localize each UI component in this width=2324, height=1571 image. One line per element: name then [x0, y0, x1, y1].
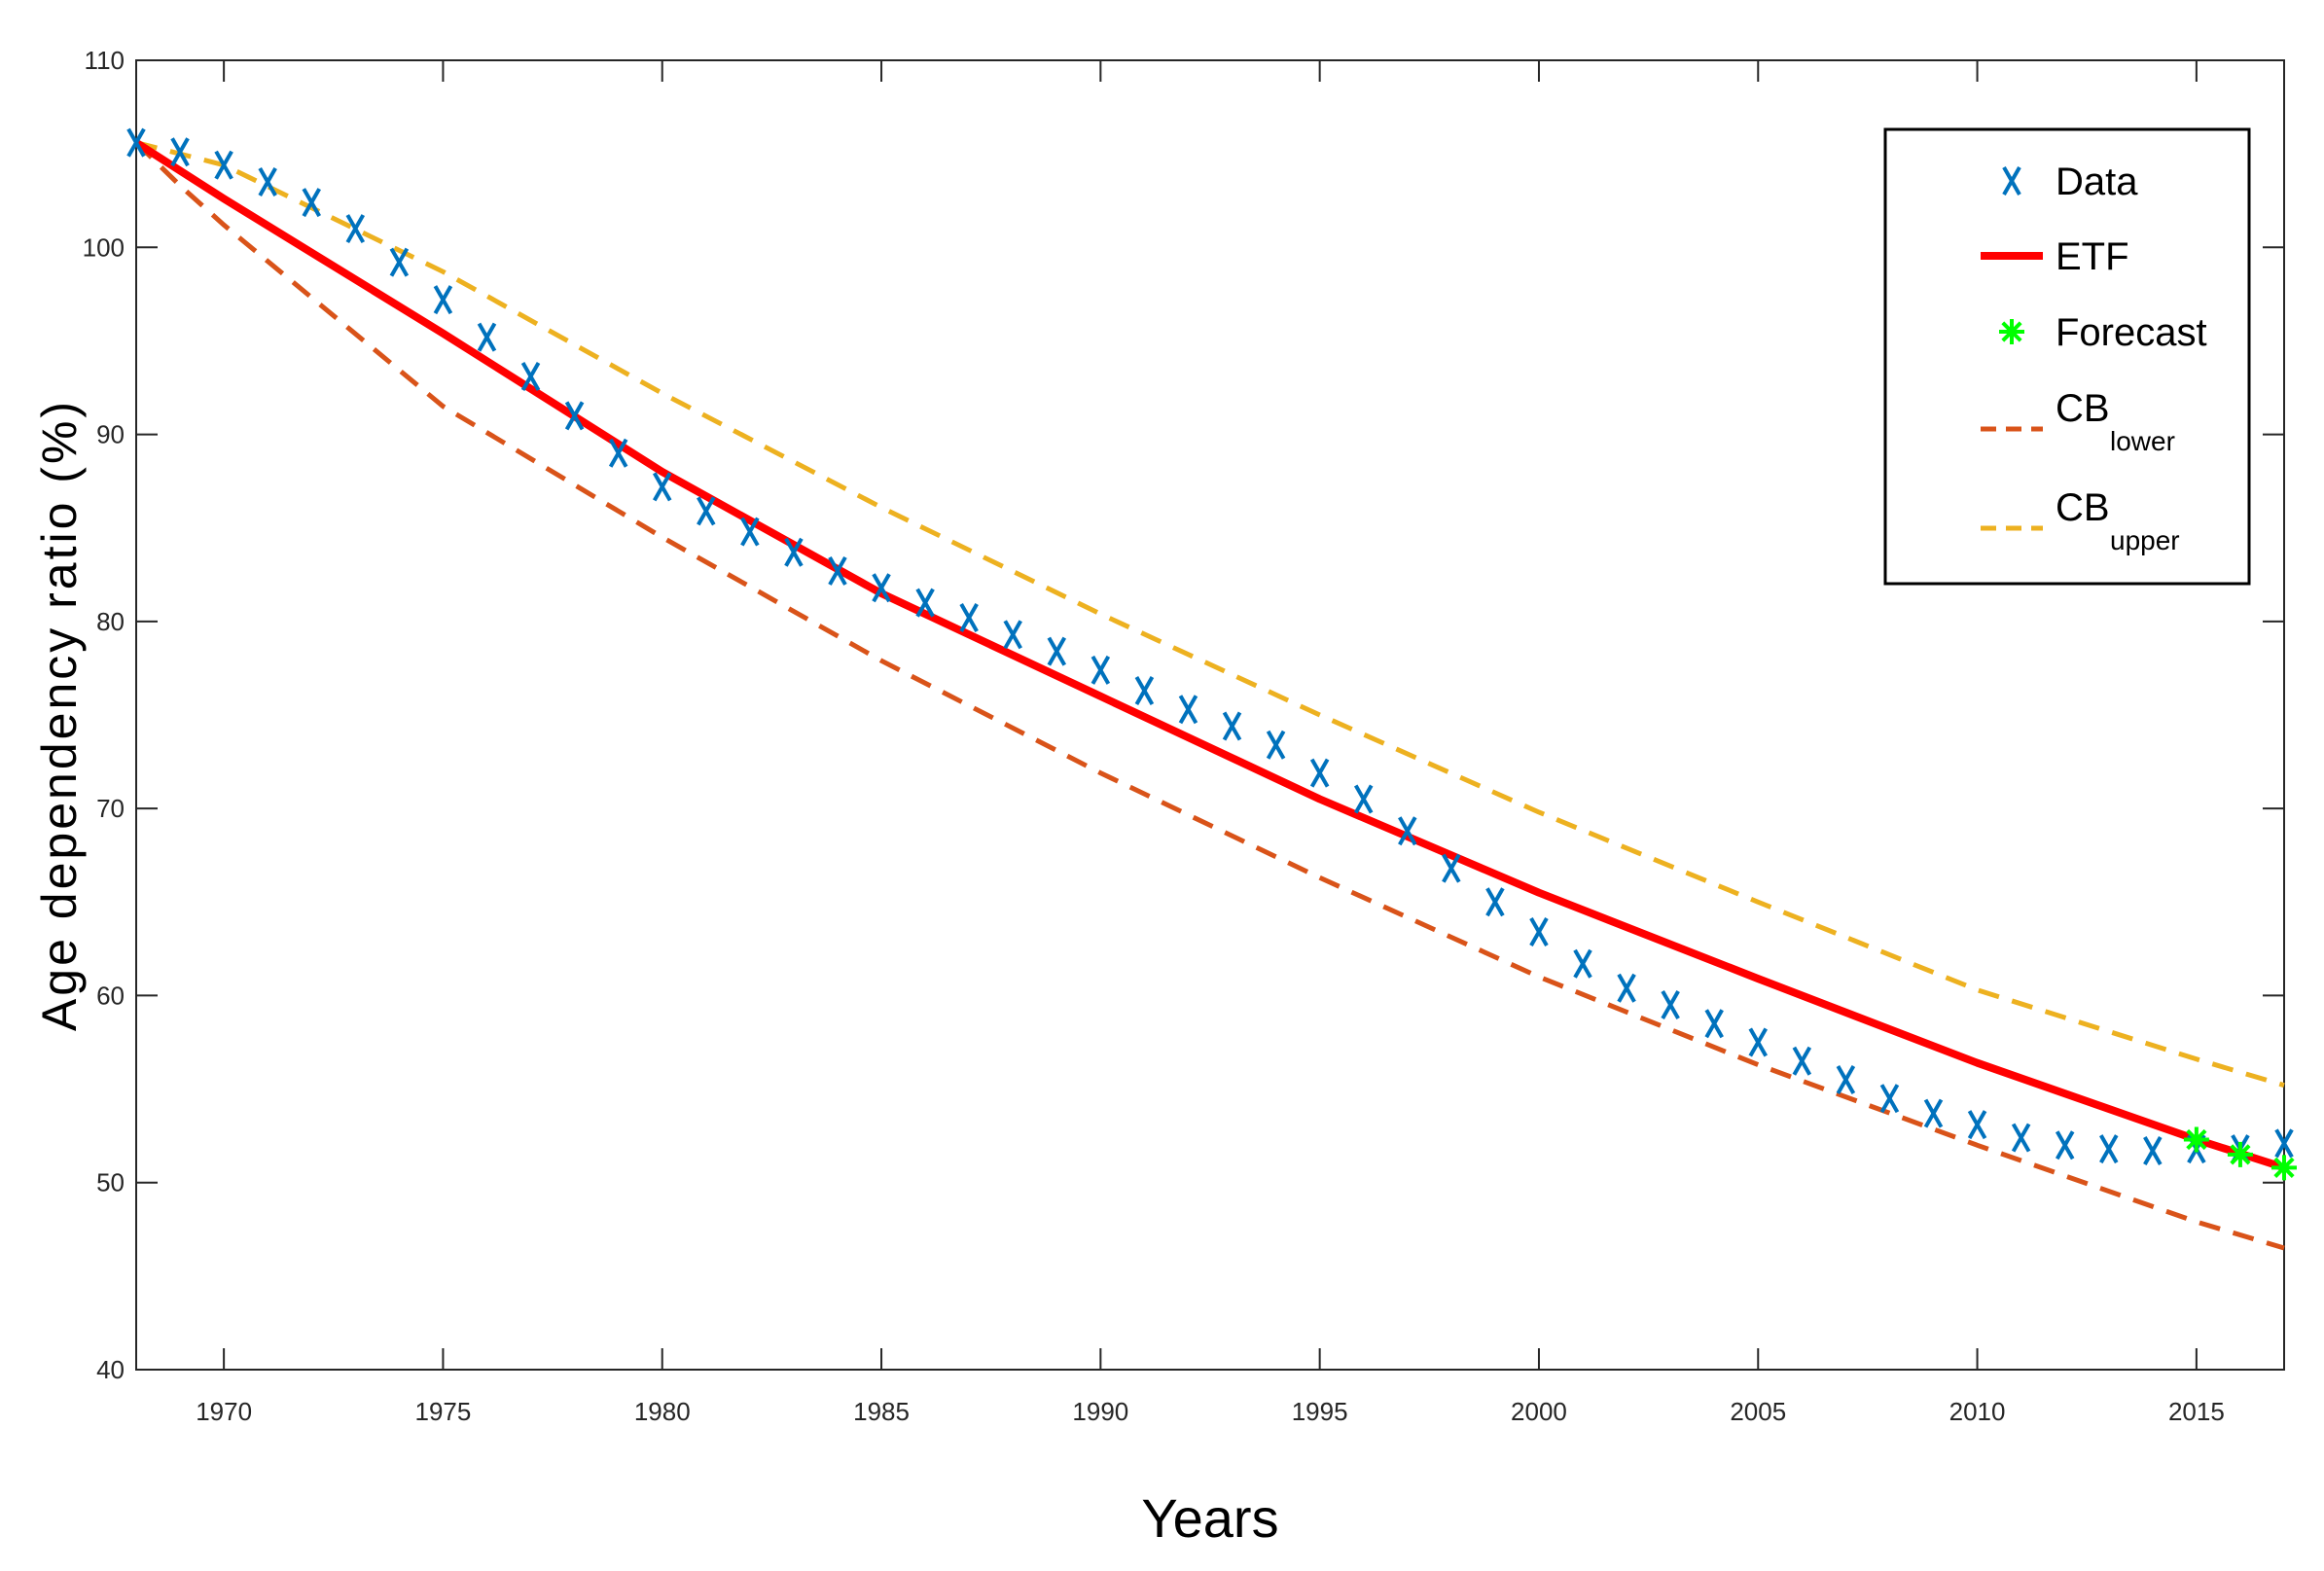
legend-cb-lower-subscript: lower — [2110, 426, 2175, 456]
y-tick-label: 50 — [96, 1168, 125, 1197]
legend-forecast-marker — [1999, 319, 2024, 344]
data-point — [1178, 695, 1198, 725]
x-tick-label: 2000 — [1511, 1397, 1567, 1426]
x-tick-label: 1975 — [415, 1397, 472, 1426]
data-point — [1704, 1009, 1724, 1039]
y-tick-label: 110 — [85, 46, 125, 75]
legend-box — [1883, 127, 2251, 586]
data-point — [1923, 1098, 1944, 1128]
data-point — [433, 285, 453, 315]
y-tick-label: 100 — [83, 232, 125, 262]
data-point — [1003, 620, 1022, 650]
x-tick-label: 2015 — [2168, 1397, 2225, 1426]
x-tick-label: 2005 — [1730, 1397, 1786, 1426]
data-point — [214, 150, 233, 180]
data-point — [608, 438, 628, 468]
data-point — [1222, 711, 1242, 741]
data-point — [258, 166, 277, 196]
data-point — [1398, 816, 1417, 846]
data-point — [1661, 990, 1680, 1020]
data-point — [652, 472, 672, 502]
data-point — [1967, 1110, 1987, 1140]
axis-ticks: 1970 1975 1980 1985 1990 1995 2000 2005 2010 2015… — [83, 46, 2284, 1426]
legend-cb-upper-subscript: upper — [2110, 525, 2180, 555]
y-tick-label: 40 — [96, 1355, 125, 1384]
legend-cb-lower-label: CB — [2056, 387, 2110, 430]
data-point — [1266, 730, 1286, 760]
data-point — [1485, 887, 1505, 917]
data-point — [1090, 655, 1111, 685]
legend-forecast-label: Forecast — [2056, 311, 2207, 354]
data-point — [345, 214, 366, 244]
y-tick-label: 80 — [96, 607, 125, 636]
legend-data-label: Data — [2056, 161, 2138, 203]
data-point — [740, 517, 760, 547]
legend-data-marker — [2002, 166, 2021, 196]
x-axis-title: Years — [1141, 1487, 1278, 1549]
data-point — [959, 603, 979, 633]
data-point — [2099, 1134, 2119, 1164]
y-tick-label: 70 — [96, 794, 125, 823]
data-point — [520, 361, 541, 391]
data-point — [389, 247, 410, 277]
data-point — [1442, 853, 1461, 883]
x-tick-label: 1985 — [853, 1397, 910, 1426]
forecast-point — [2227, 1141, 2253, 1167]
legend-cb-upper-label: CB — [2056, 486, 2110, 529]
y-axis-title: Age dependency ratio (%) — [32, 399, 87, 1031]
data-point — [1792, 1046, 1812, 1076]
data-point — [2055, 1130, 2075, 1160]
etf-line — [133, 139, 2286, 1172]
data-point — [1047, 636, 1067, 666]
data-point — [1879, 1084, 1900, 1114]
data-point — [1309, 758, 1330, 788]
x-tick-label: 2010 — [1949, 1397, 2006, 1426]
data-point — [477, 322, 497, 352]
data-point — [1617, 973, 1636, 1003]
data-point — [564, 401, 585, 431]
data-point — [915, 588, 935, 618]
y-tick-label: 90 — [96, 420, 125, 449]
data-point — [302, 188, 321, 218]
data-point — [126, 127, 146, 158]
data-point — [170, 137, 190, 167]
x-tick-label: 1980 — [634, 1397, 691, 1426]
data-point — [784, 537, 804, 567]
data-point — [828, 555, 847, 586]
x-tick-label: 1990 — [1072, 1397, 1128, 1426]
x-tick-label: 1970 — [196, 1397, 252, 1426]
data-point — [1134, 676, 1155, 705]
forecast-point — [2183, 1126, 2209, 1153]
data-point — [2143, 1136, 2163, 1166]
cb-lower-line — [134, 140, 2285, 1251]
data-point — [1573, 948, 1592, 979]
data-point — [2011, 1123, 2031, 1153]
data-point — [872, 573, 891, 603]
cb-upper-line — [135, 140, 2285, 1089]
data-point — [2274, 1128, 2294, 1159]
forecast-point — [2271, 1155, 2297, 1181]
data-point — [697, 496, 716, 526]
data-point — [1353, 784, 1374, 814]
x-tick-label: 1995 — [1292, 1397, 1348, 1426]
data-point — [1748, 1027, 1769, 1057]
y-tick-label: 60 — [96, 981, 125, 1010]
data-point — [1529, 917, 1549, 947]
legend-etf-label: ETF — [2056, 235, 2129, 278]
data-point — [1836, 1064, 1856, 1094]
